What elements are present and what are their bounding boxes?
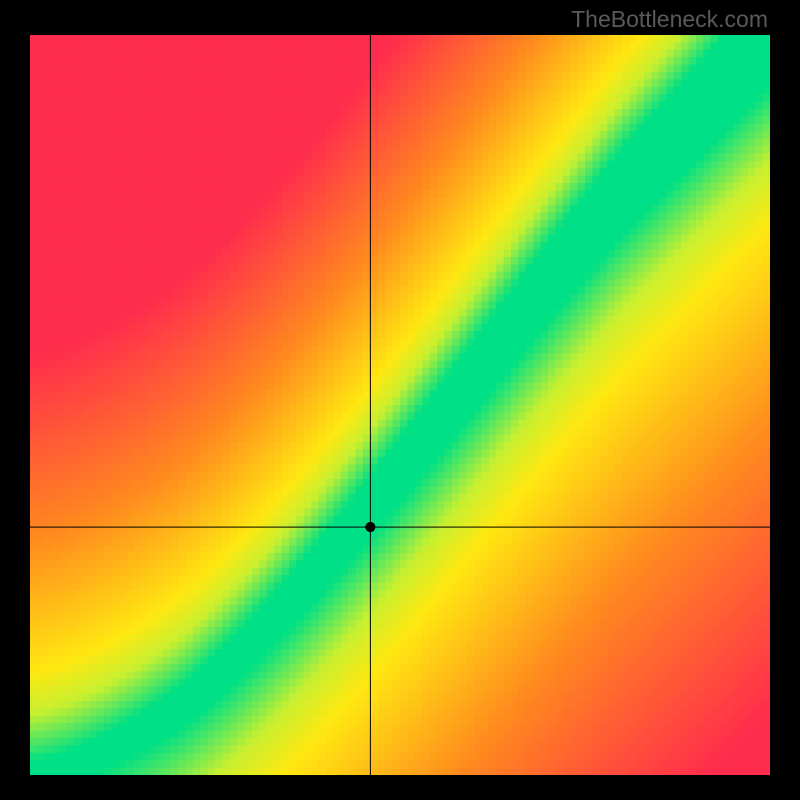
heatmap-canvas — [30, 35, 770, 775]
watermark-text: TheBottleneck.com — [571, 6, 768, 33]
chart-container: TheBottleneck.com — [0, 0, 800, 800]
heatmap-plot — [30, 35, 770, 775]
